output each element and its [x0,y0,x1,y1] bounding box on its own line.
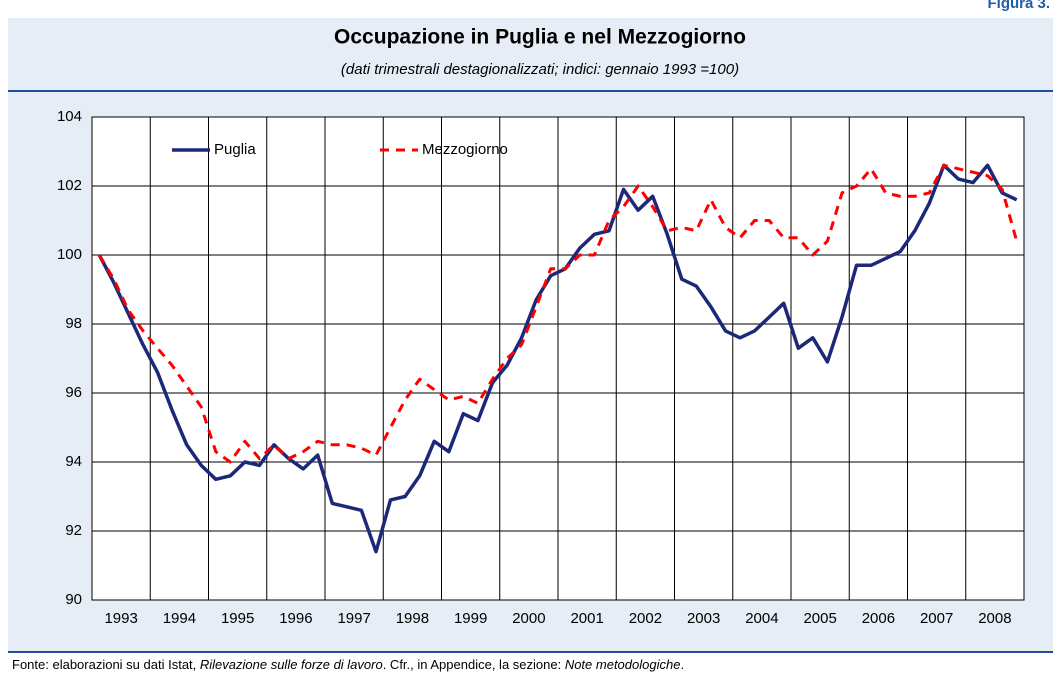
x-tick-label: 2005 [803,610,836,627]
x-tick-label: 2000 [512,610,545,627]
x-tick-label: 2006 [862,610,895,627]
y-tick-label: 94 [65,453,82,470]
x-tick-label: 1996 [279,610,312,627]
footer-part: Rilevazione sulle forze di lavoro [200,657,383,672]
footer-part: . [680,657,684,672]
x-tick-label: 1998 [396,610,429,627]
x-tick-label: 2003 [687,610,720,627]
y-tick-label: 98 [65,315,82,332]
x-tick-label: 1997 [337,610,370,627]
footer-part: Note metodologiche [565,657,681,672]
y-tick-label: 102 [57,177,82,194]
x-tick-label: 2001 [570,610,603,627]
x-tick-label: 1994 [163,610,196,627]
chart-subtitle: (dati trimestrali destagionalizzati; ind… [341,61,739,78]
x-tick-label: 2004 [745,610,778,627]
y-tick-label: 92 [65,522,82,539]
footer-part: Fonte: elaborazioni su dati Istat, [12,657,200,672]
legend-label: Mezzogiorno [422,141,508,158]
x-tick-label: 2002 [629,610,662,627]
legend-label: Puglia [214,141,256,158]
y-tick-label: 100 [57,246,82,263]
y-tick-label: 90 [65,591,82,608]
y-tick-label: 96 [65,384,82,401]
footer-part: . Cfr., in Appendice, la sezione: [383,657,565,672]
x-tick-label: 1999 [454,610,487,627]
series-line [97,163,1018,554]
x-tick-label: 2007 [920,610,953,627]
figure-label: Figura 3. [987,0,1050,12]
plot-border [91,116,1025,601]
footer: Fonte: elaborazioni su dati Istat, Rilev… [12,657,684,672]
y-tick-label: 104 [57,108,82,125]
x-tick-label: 2008 [978,610,1011,627]
series-line [98,163,1019,464]
x-tick-label: 1995 [221,610,254,627]
x-tick-label: 1993 [104,610,137,627]
chart-title: Occupazione in Puglia e nel Mezzogiorno [334,26,746,49]
